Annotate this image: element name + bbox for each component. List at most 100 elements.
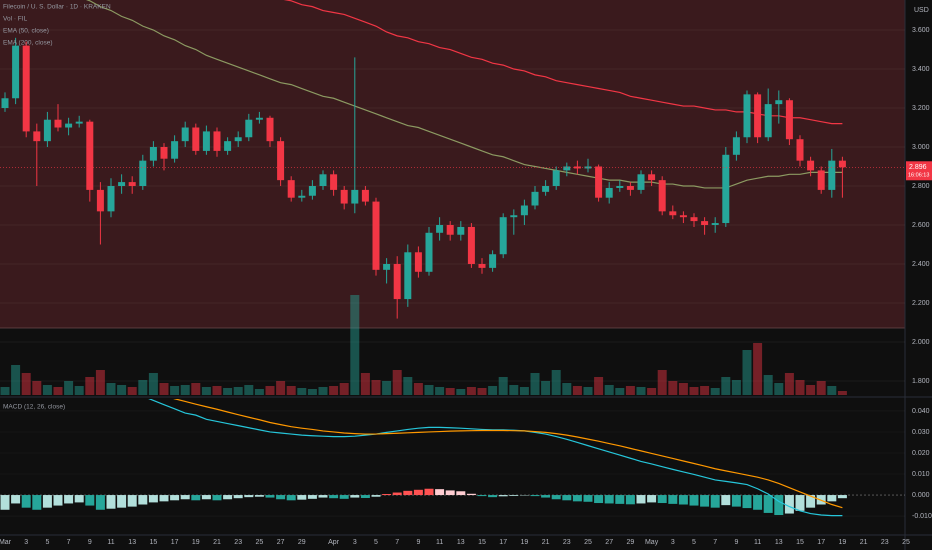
volume-bar <box>21 373 31 395</box>
x-tick-label: 21 <box>542 539 550 546</box>
x-tick-label: 7 <box>395 539 399 546</box>
candle-body <box>149 147 157 161</box>
candle-body <box>595 166 603 198</box>
axes: 3.600 3.400 3.200 3.000 2.800 2.600 2.400 2.200… <box>0 27 932 546</box>
volume-bar <box>615 388 625 395</box>
x-tick-label: 29 <box>627 539 635 546</box>
candle-body <box>807 160 815 171</box>
candle-body <box>65 123 73 128</box>
x-tick-label: 5 <box>374 539 378 546</box>
candle-body <box>563 166 571 171</box>
volume-bar <box>403 377 413 395</box>
macd-hist-bar <box>148 495 158 503</box>
x-tick-label: 7 <box>67 539 71 546</box>
macd-hist-bar <box>753 495 763 510</box>
candle-body <box>171 141 179 159</box>
macd-hist-bar <box>541 495 551 498</box>
volume-bar <box>329 386 339 395</box>
ema-line <box>85 0 843 189</box>
volume-bar <box>117 385 127 395</box>
candle-body <box>690 217 698 222</box>
volume-bar <box>307 389 317 395</box>
macd-hist-bar <box>212 495 222 501</box>
y-tick-label: 2.000 <box>912 339 930 346</box>
volume-bar <box>678 383 688 395</box>
price-pane <box>0 0 905 395</box>
volume-bar <box>456 389 466 395</box>
macd-hist-bar <box>806 495 816 508</box>
candle-body <box>510 215 518 218</box>
x-tick-label: 25 <box>256 539 264 546</box>
volume-bar <box>509 385 519 395</box>
volume-bar <box>170 386 180 395</box>
candle-body <box>277 141 285 181</box>
macd-hist-bar <box>307 495 317 499</box>
macd-hist-bar <box>700 495 710 507</box>
macd-hist-bar <box>488 495 498 498</box>
candle-body <box>96 189 104 212</box>
y-tick-label: 2.600 <box>912 222 930 229</box>
candle-body <box>542 185 550 192</box>
macd-hist-bar <box>329 495 339 499</box>
x-tick-label: 19 <box>521 539 529 546</box>
volume-bar <box>297 388 307 395</box>
range-highlight <box>0 0 905 328</box>
x-tick-label: 23 <box>563 539 571 546</box>
macd-hist-bar <box>668 495 678 504</box>
macd-hist-bar <box>435 489 445 496</box>
x-tick-label: 9 <box>734 539 738 546</box>
candle-body <box>722 154 730 224</box>
volume-bar <box>32 381 42 395</box>
volume-bar <box>413 383 423 395</box>
volume-bar <box>774 383 784 395</box>
candle-body <box>224 141 232 151</box>
x-tick-label: 9 <box>416 539 420 546</box>
macd-hist-bar <box>827 495 837 502</box>
candle-body <box>796 139 804 161</box>
candle-body <box>22 45 30 132</box>
macd-hist-bar <box>615 495 625 504</box>
candle-body <box>648 174 656 181</box>
macd-hist-bar <box>604 495 614 504</box>
volume-bar <box>689 387 699 395</box>
candle-body <box>828 160 836 190</box>
volume-bar <box>668 381 678 395</box>
volume-bar <box>339 383 349 395</box>
macd-hist-bar <box>424 488 434 496</box>
y-tick-label: 3.400 <box>912 66 930 73</box>
candle-body <box>531 191 539 206</box>
macd-hist-bar <box>731 495 741 507</box>
macd-legend: MACD (12, 26, close) <box>3 404 65 411</box>
macd-hist-bar <box>382 493 392 496</box>
macd-hist-bar <box>572 495 582 502</box>
volume-bar <box>731 380 741 395</box>
volume-bar <box>318 387 328 395</box>
volume-bar <box>106 383 116 395</box>
macd-hist-bar <box>689 495 699 506</box>
macd-hist-bar <box>233 495 243 499</box>
macd-hist-bar <box>223 495 233 500</box>
volume-bar <box>392 370 402 395</box>
y-tick-label: 2.200 <box>912 300 930 307</box>
volume-bar <box>424 385 434 395</box>
x-tick-label: 3 <box>671 539 675 546</box>
volume-bar <box>191 383 201 395</box>
volume-bar <box>11 365 21 395</box>
volume-bar <box>700 386 710 395</box>
y-tick-label: 3.600 <box>912 27 930 34</box>
candle-body <box>107 185 115 212</box>
candle-body <box>658 180 666 212</box>
volume-bar <box>837 391 847 395</box>
candle-body <box>436 224 444 233</box>
ema-line <box>283 0 843 125</box>
x-tick-label: 5 <box>45 539 49 546</box>
volume-bar <box>784 373 794 395</box>
candle-body <box>383 263 391 270</box>
volume-bar <box>488 386 498 395</box>
x-tick-label: Mar <box>0 539 12 546</box>
x-tick-label: 27 <box>605 539 613 546</box>
candle-body <box>732 137 740 155</box>
macd-tick-label: 0.030 <box>912 429 930 436</box>
macd-hist-bar <box>201 495 211 500</box>
